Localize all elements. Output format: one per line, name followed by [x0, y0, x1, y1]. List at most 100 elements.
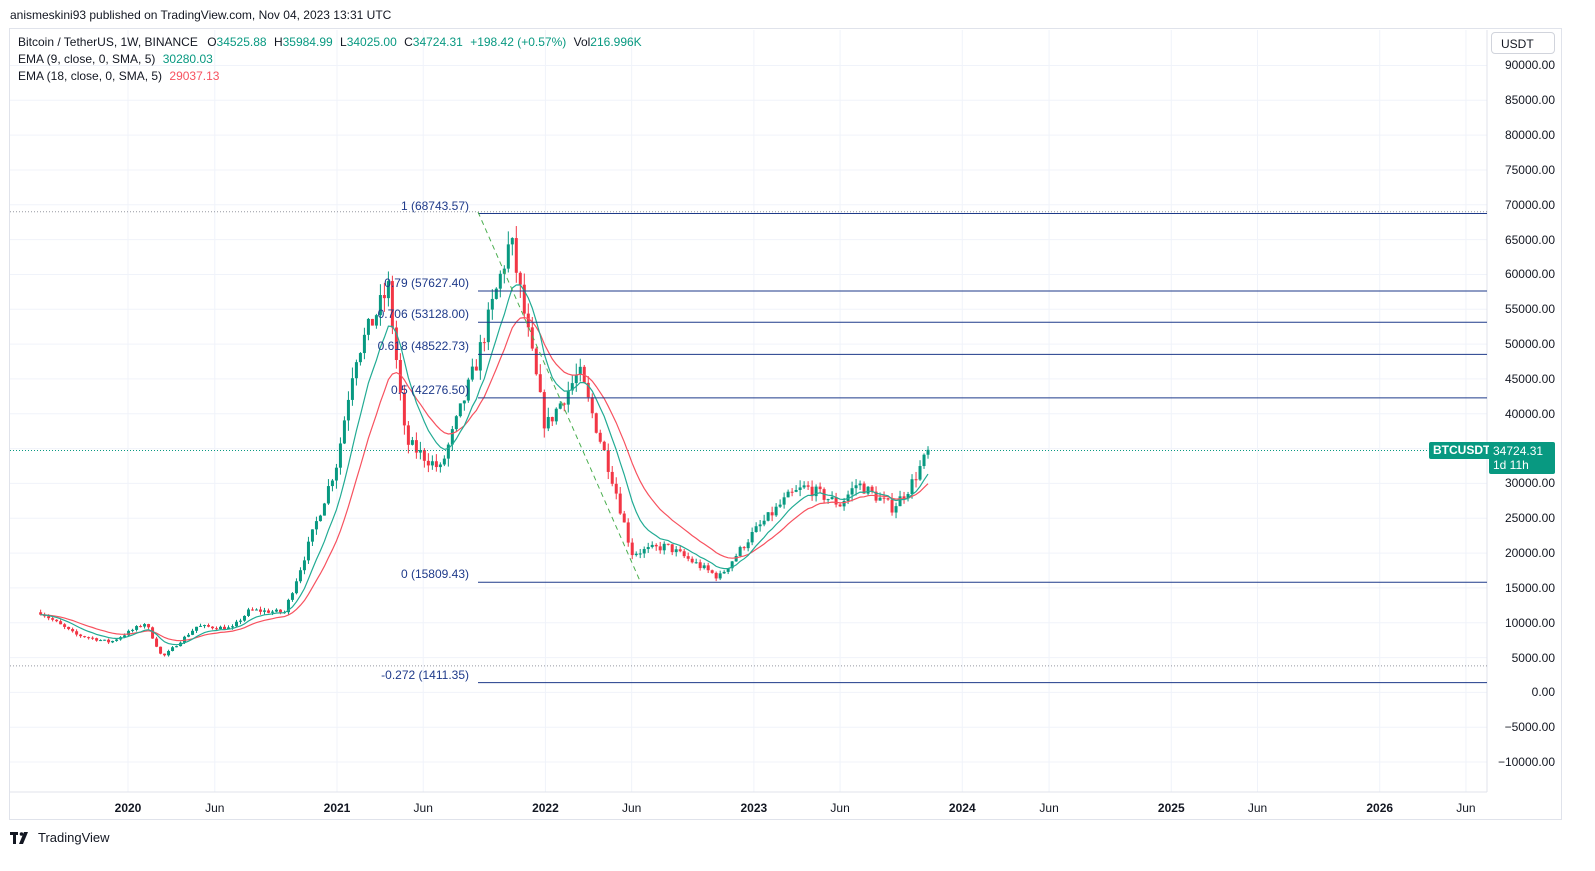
candle-body	[734, 555, 738, 562]
candle-body	[770, 512, 774, 516]
candle-body	[786, 491, 790, 498]
candle-body	[454, 416, 458, 430]
candle-body	[143, 624, 147, 627]
chart-frame[interactable]	[9, 28, 1562, 820]
candle-body	[926, 449, 930, 455]
candle-body	[498, 273, 502, 289]
candle-body	[758, 524, 762, 527]
price-axis-tick: 0.00	[1531, 685, 1555, 700]
candle-body	[894, 506, 898, 513]
candle-body	[195, 626, 199, 631]
price-axis-tick: 85000.00	[1504, 93, 1555, 108]
candle-body	[466, 379, 470, 401]
candle-body	[674, 549, 678, 553]
price-axis-tick: 15000.00	[1504, 580, 1555, 595]
candle-body	[246, 609, 250, 616]
ema9-line	[40, 284, 929, 646]
candle-body	[131, 629, 135, 631]
candle-body	[223, 626, 227, 630]
candle-body	[358, 353, 362, 363]
fib-level-label: 0 (15809.43)	[400, 567, 469, 582]
legend-symbol[interactable]: Bitcoin / TetherUS, 1W, BINANCE	[18, 35, 198, 49]
price-axis-tick: 90000.00	[1504, 58, 1555, 73]
candle-body	[250, 609, 254, 611]
candle-body	[414, 440, 418, 453]
candle-body	[314, 521, 318, 530]
candle-body	[394, 327, 398, 360]
candle-body	[910, 479, 914, 495]
legend-low: 34025.00	[346, 35, 397, 49]
candle-body	[334, 467, 338, 481]
legend-ema9-row[interactable]: EMA (9, close, 0, SMA, 5) 30280.03	[18, 51, 642, 68]
candle-body	[806, 485, 810, 487]
candle-body	[458, 403, 462, 417]
candle-body	[682, 551, 686, 557]
time-axis-tick: Jun	[1039, 801, 1059, 815]
candle-body	[410, 440, 414, 445]
candle-body	[602, 441, 606, 451]
time-axis-tick: 2025	[1157, 801, 1185, 815]
candle-body	[878, 497, 882, 501]
candle-body	[722, 571, 726, 574]
candle-body	[650, 544, 654, 548]
candle-body	[302, 560, 306, 571]
candle-body	[199, 625, 203, 627]
candle-body	[922, 454, 926, 467]
candle-body	[842, 500, 846, 507]
candle-body	[378, 295, 382, 316]
candle-body	[826, 499, 830, 501]
candle-body	[418, 450, 422, 453]
candle-body	[167, 650, 171, 656]
candle-body	[634, 553, 638, 556]
candle-body	[570, 383, 574, 391]
candle-body	[630, 542, 634, 556]
candle-body	[103, 639, 107, 641]
candle-body	[238, 620, 242, 622]
candle-body	[390, 281, 394, 328]
candle-body	[646, 547, 650, 550]
candle-body	[718, 573, 722, 579]
time-axis-tick: Jun	[205, 801, 225, 815]
candle-body	[362, 334, 366, 354]
price-axis-tick: −5000.00	[1504, 720, 1555, 735]
candle-body	[530, 327, 534, 349]
candle-body	[135, 626, 139, 630]
candle-body	[750, 532, 754, 543]
candle-body	[518, 272, 522, 285]
candle-body	[75, 631, 79, 635]
candle-body	[638, 553, 642, 555]
candle-body	[702, 565, 706, 569]
time-axis-tick: Jun	[830, 801, 850, 815]
candle-body	[618, 493, 622, 514]
candle-body	[666, 543, 670, 545]
candle-body	[726, 568, 730, 572]
fib-level-label: 0.5 (42276.50)	[390, 382, 469, 397]
symbol-tag: BTCUSDT	[1429, 442, 1495, 459]
candle-body	[326, 486, 330, 504]
candle-body	[231, 626, 234, 628]
candle-body	[706, 565, 710, 571]
candle-body	[330, 480, 334, 487]
tradingview-logo-icon	[10, 831, 28, 844]
candle-body	[406, 425, 410, 445]
candle-body	[794, 489, 798, 492]
candle-body	[63, 624, 67, 627]
candle-body	[870, 486, 874, 492]
currency-selector[interactable]: USDT	[1491, 32, 1555, 54]
candle-body	[474, 366, 478, 371]
candle-body	[366, 318, 370, 335]
candle-body	[398, 359, 402, 393]
candle-body	[446, 444, 450, 459]
candle-body	[434, 461, 438, 468]
time-axis-tick: Jun	[621, 801, 642, 815]
brand-name: TradingView	[38, 830, 110, 845]
candle-body	[278, 609, 282, 613]
tradingview-brand[interactable]: TradingView	[10, 830, 110, 845]
legend-ema18-row[interactable]: EMA (18, close, 0, SMA, 5) 29037.13	[18, 68, 642, 85]
candle-body	[59, 621, 63, 625]
candle-body	[774, 506, 778, 516]
candle-body	[450, 429, 454, 445]
price-axis-tick: 65000.00	[1504, 232, 1555, 247]
published-header: anismeskini93 published on TradingView.c…	[10, 8, 392, 22]
